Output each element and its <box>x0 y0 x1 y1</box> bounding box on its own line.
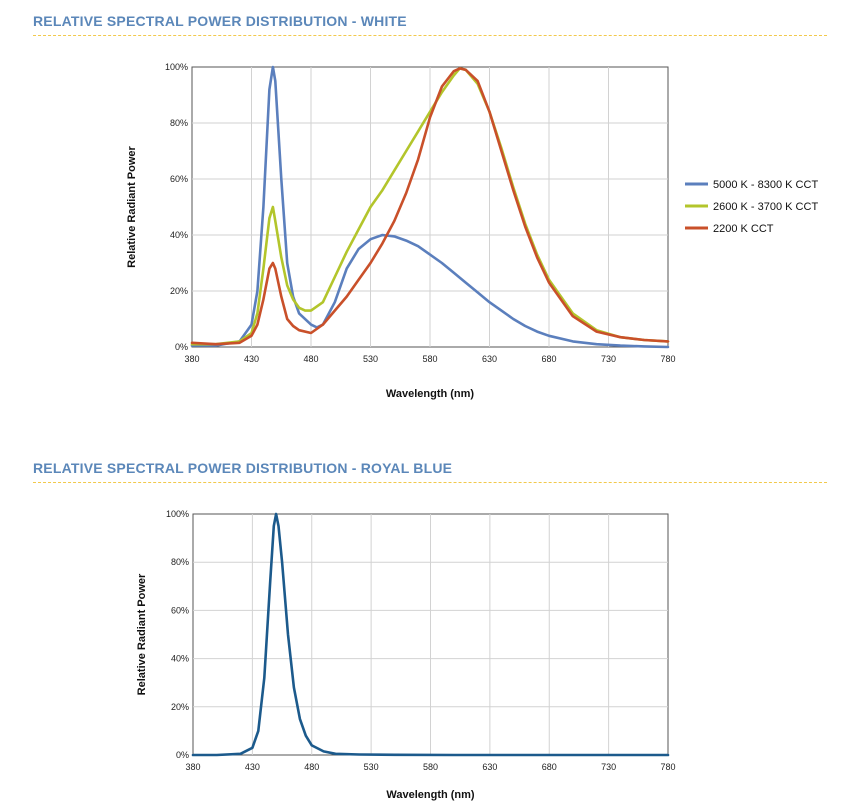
x-tick-label: 730 <box>601 762 616 772</box>
x-tick-label: 780 <box>660 762 675 772</box>
y-tick-label: 20% <box>170 286 188 296</box>
series-line-0 <box>191 512 670 757</box>
y-tick-label: 100% <box>165 62 188 72</box>
series-line-2 <box>190 67 670 346</box>
x-tick-label: 530 <box>363 354 378 364</box>
y-tick-label: 40% <box>170 230 188 240</box>
legend-label-1: 2600 K - 3700 K CCT <box>713 201 818 213</box>
x-tick-label: 630 <box>482 354 497 364</box>
x-tick-label: 380 <box>185 762 200 772</box>
x-tick-label: 580 <box>422 354 437 364</box>
x-tick-label: 580 <box>423 762 438 772</box>
x-tick-label: 480 <box>304 762 319 772</box>
y-tick-label: 20% <box>171 702 189 712</box>
x-tick-label: 730 <box>601 354 616 364</box>
x-tick-label: 680 <box>541 354 556 364</box>
y-tick-label: 0% <box>176 750 189 760</box>
x-axis-title: Wavelength (nm) <box>386 388 475 400</box>
y-tick-label: 100% <box>166 509 189 519</box>
y-axis-title: Relative Radiant Power <box>126 145 138 267</box>
x-tick-label: 480 <box>303 354 318 364</box>
y-tick-label: 80% <box>171 557 189 567</box>
x-tick-label: 380 <box>184 354 199 364</box>
section-title-white: RELATIVE SPECTRAL POWER DISTRIBUTION - W… <box>33 13 407 29</box>
x-tick-label: 430 <box>244 354 259 364</box>
y-tick-label: 80% <box>170 118 188 128</box>
y-tick-label: 40% <box>171 654 189 664</box>
y-tick-label: 0% <box>175 342 188 352</box>
section-divider-white <box>33 35 827 36</box>
legend-label-2: 2200 K CCT <box>713 223 774 235</box>
x-tick-label: 530 <box>364 762 379 772</box>
x-tick-label: 780 <box>660 354 675 364</box>
x-axis-title: Wavelength (nm) <box>386 789 475 801</box>
y-axis-title: Relative Radiant Power <box>136 573 148 695</box>
y-tick-label: 60% <box>171 605 189 615</box>
legend-label-0: 5000 K - 8300 K CCT <box>713 179 818 191</box>
y-tick-label: 60% <box>170 174 188 184</box>
x-tick-label: 430 <box>245 762 260 772</box>
section-title-royal-blue: RELATIVE SPECTRAL POWER DISTRIBUTION - R… <box>33 460 453 476</box>
x-tick-label: 680 <box>542 762 557 772</box>
section-divider-royal-blue <box>33 482 827 483</box>
x-tick-label: 630 <box>482 762 497 772</box>
chart-white: 380 430 480 530 580 630 680 730 780 0% 20% 40% 60% 80… <box>126 62 818 400</box>
series-line-0 <box>190 65 670 349</box>
